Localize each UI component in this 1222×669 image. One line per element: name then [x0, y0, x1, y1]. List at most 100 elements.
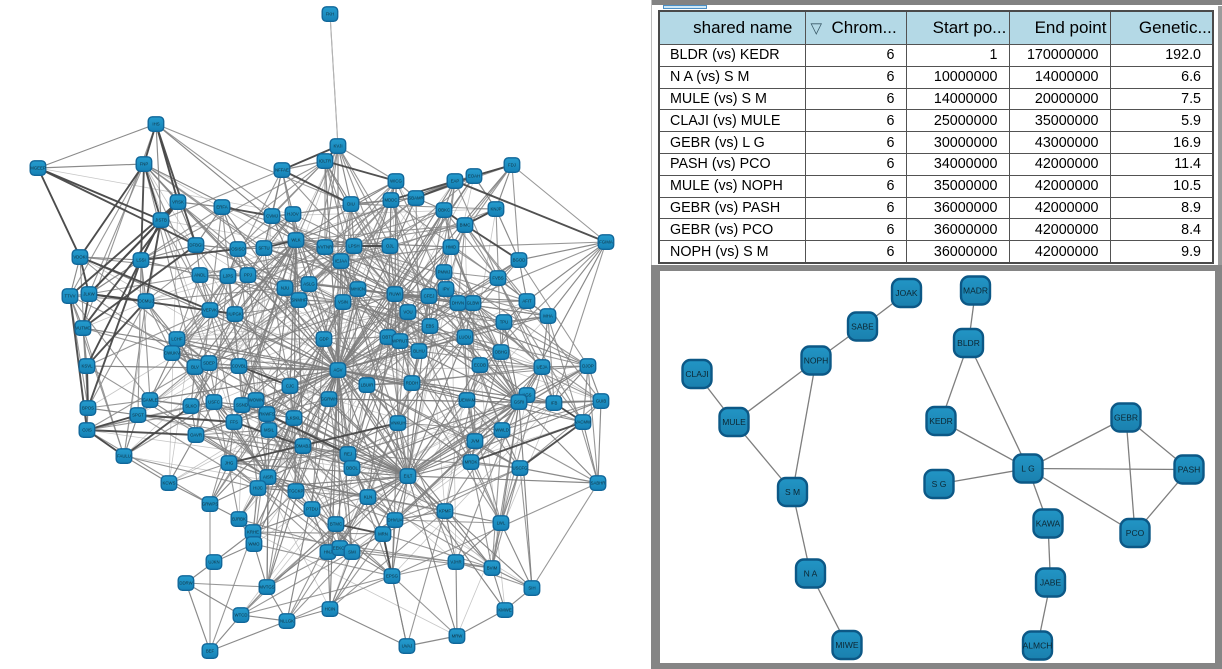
svg-text:SBAMR: SBAMR	[408, 196, 423, 201]
svg-text:MRDK: MRDK	[465, 460, 478, 465]
svg-text:DHVUA: DHVUA	[387, 518, 402, 523]
svg-text:IHS: IHS	[152, 122, 159, 127]
svg-text:WOWN: WOWN	[249, 398, 264, 403]
svg-text:SMI: SMI	[348, 550, 356, 555]
svg-text:HIJC: HIJC	[253, 486, 263, 491]
svg-text:FDJ: FDJ	[508, 163, 516, 168]
svg-text:BLHU: BLHU	[413, 349, 424, 354]
svg-text:IPV: IPV	[443, 287, 450, 292]
svg-text:VUTMC: VUTMC	[75, 326, 90, 331]
svg-text:BEF: BEF	[206, 649, 215, 654]
svg-text:LBUIR: LBUIR	[361, 383, 374, 388]
svg-text:AFIT: AFIT	[522, 299, 532, 304]
svg-text:SPGT: SPGT	[132, 413, 144, 418]
svg-text:ERFA: ERFA	[216, 205, 227, 210]
svg-text:OMABJ: OMABJ	[296, 444, 311, 449]
svg-text:JISTB: JISTB	[155, 218, 167, 223]
svg-text:HCIN: HCIN	[325, 607, 336, 612]
svg-text:OCMUJ: OCMUJ	[138, 299, 153, 304]
svg-text:SLKO: SLKO	[185, 404, 197, 409]
svg-text:ALMCH: ALMCH	[1023, 641, 1053, 651]
svg-text:CFEJ: CFEJ	[424, 294, 435, 299]
svg-text:BJRBK: BJRBK	[232, 517, 246, 522]
svg-text:WPRUT: WPRUT	[392, 339, 408, 344]
svg-text:UEWAM: UEWAM	[459, 398, 476, 403]
svg-text:BVIM: BVIM	[487, 566, 498, 571]
svg-text:MSIL: MSIL	[264, 428, 275, 433]
svg-text:FFS: FFS	[230, 420, 238, 425]
svg-text:JABE: JABE	[1040, 578, 1062, 588]
svg-text:BIMC: BIMC	[460, 223, 471, 228]
svg-text:UVAJ: UVAJ	[402, 644, 413, 649]
svg-text:BLDR: BLDR	[957, 338, 980, 348]
svg-text:OBHG: OBHG	[495, 350, 508, 355]
svg-text:BPOS: BPOS	[82, 406, 94, 411]
svg-text:TTVV: TTVV	[65, 294, 76, 299]
svg-text:EILT: EILT	[404, 474, 413, 479]
svg-text:SIH: SIH	[528, 586, 535, 591]
svg-text:LPSH: LPSH	[348, 244, 359, 249]
svg-text:OAVR: OAVR	[190, 433, 202, 438]
svg-text:VJHR: VJHR	[450, 560, 461, 565]
svg-text:MIWE: MIWE	[835, 640, 858, 650]
svg-text:KAWA: KAWA	[1036, 519, 1061, 529]
svg-text:PCO: PCO	[1126, 528, 1145, 538]
svg-text:KNJP: KNJP	[491, 207, 502, 212]
svg-text:EBS: EBS	[426, 324, 435, 329]
svg-text:N A: N A	[804, 569, 818, 579]
svg-text:AGV: AGV	[333, 368, 342, 373]
svg-text:IUPGK: IUPGK	[228, 312, 242, 317]
svg-text:FGIMA: FGIMA	[599, 240, 613, 245]
svg-text:NJU: NJU	[281, 286, 289, 291]
svg-text:WWLD: WWLD	[495, 428, 509, 433]
svg-text:SFTU: SFTU	[258, 246, 269, 251]
svg-text:CLAJI: CLAJI	[685, 369, 708, 379]
svg-text:JVM: JVM	[471, 439, 480, 444]
svg-text:DJOP: DJOP	[582, 364, 594, 369]
svg-text:OSISO: OSISO	[231, 247, 245, 252]
svg-text:COVBL: COVBL	[232, 364, 247, 369]
svg-text:EEKCP: EEKCP	[333, 546, 348, 551]
svg-text:GEBR: GEBR	[1114, 413, 1138, 423]
svg-text:KEDR: KEDR	[929, 416, 953, 426]
svg-text:SNMHF: SNMHF	[291, 298, 307, 303]
svg-text:BGOD: BGOD	[513, 258, 526, 263]
svg-text:JOAK: JOAK	[895, 288, 918, 298]
svg-text:VNKUH: VNKUH	[390, 421, 405, 426]
svg-text:LWL: LWL	[497, 521, 506, 526]
svg-text:UJKN: UJKN	[208, 560, 219, 565]
svg-text:KMWE: KMWE	[498, 608, 512, 613]
svg-text:EAP: EAP	[451, 179, 460, 184]
svg-text:MADR: MADR	[963, 286, 988, 296]
svg-text:RUWI: RUWI	[389, 292, 400, 297]
svg-text:GAMLE: GAMLE	[142, 398, 157, 403]
svg-text:VDOKI: VDOKI	[73, 255, 86, 260]
svg-text:VRSK: VRSK	[172, 200, 184, 205]
svg-text:KRHE: KRHE	[247, 530, 259, 535]
svg-text:JHG: JHG	[225, 461, 234, 466]
svg-text:GUIB: GUIB	[596, 399, 607, 404]
svg-text:TGCKP: TGCKP	[289, 489, 304, 494]
svg-text:SABHR: SABHR	[591, 481, 606, 486]
svg-text:LKSKL: LKSKL	[287, 416, 301, 421]
svg-text:LUOU: LUOU	[459, 335, 471, 340]
svg-text:MRN: MRN	[378, 532, 388, 537]
svg-text:OJL: OJL	[386, 244, 394, 249]
svg-text:FAULU: FAULU	[117, 454, 131, 459]
svg-text:HNJ: HNJ	[324, 550, 332, 555]
svg-text:USFC: USFC	[208, 400, 220, 405]
svg-text:UEJA: UEJA	[537, 365, 548, 370]
svg-text:VEFVK: VEFVK	[203, 308, 217, 313]
svg-text:ASLG: ASLG	[303, 282, 315, 287]
svg-text:GLBW: GLBW	[467, 301, 481, 306]
svg-text:BLV: BLV	[191, 365, 199, 370]
svg-text:DBTV: DBTV	[382, 335, 394, 340]
svg-text:IFB: IFB	[551, 401, 558, 406]
svg-text:NOPH: NOPH	[804, 356, 829, 366]
svg-text:RDDH: RDDH	[406, 381, 418, 386]
svg-text:CWUKV: CWUKV	[164, 351, 180, 356]
svg-text:FNP: FNP	[140, 162, 149, 167]
svg-text:ANDL: ANDL	[194, 273, 206, 278]
svg-text:NFFAE: NFFAE	[275, 168, 289, 173]
svg-text:WMO: WMO	[249, 542, 261, 547]
